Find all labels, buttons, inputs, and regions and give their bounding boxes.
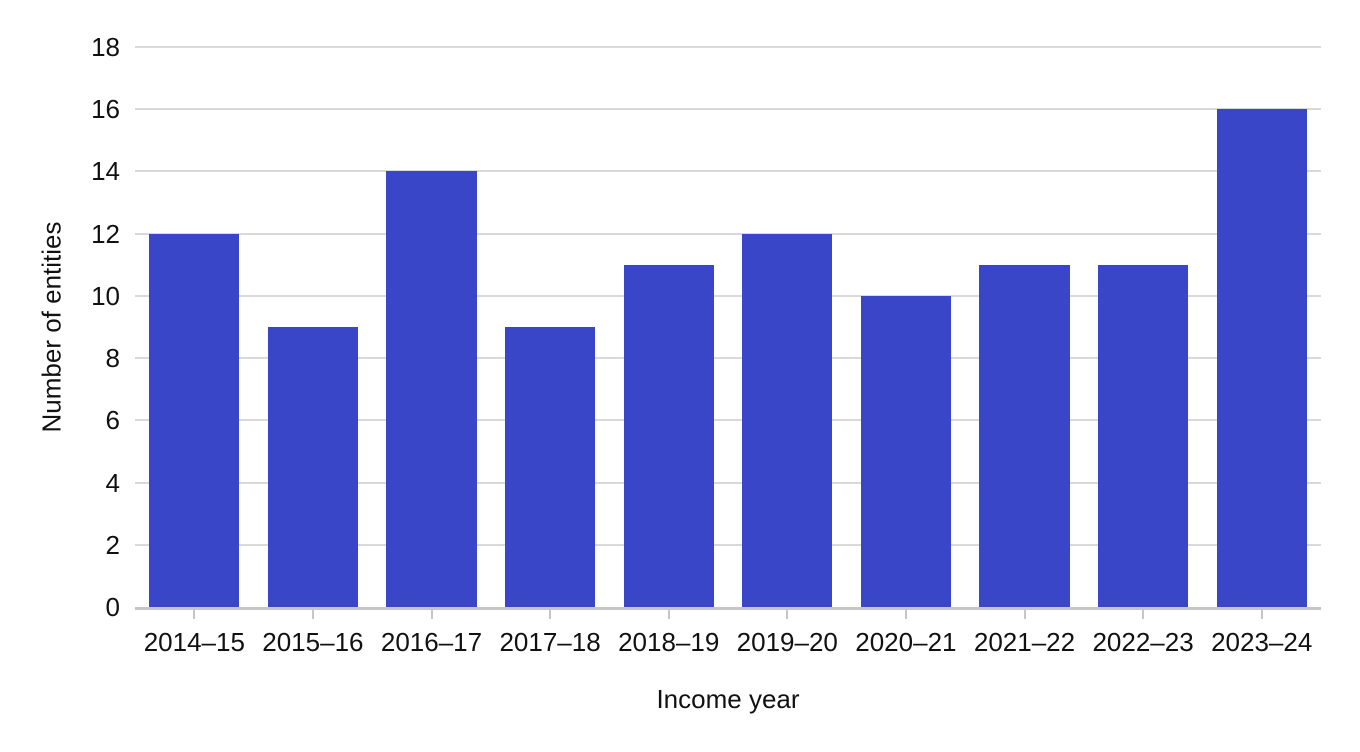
x-tick-label-2019–20: 2019–20 xyxy=(736,627,838,657)
gridline-6 xyxy=(135,419,1321,422)
x-axis-tick xyxy=(904,610,907,619)
gridline-4 xyxy=(135,481,1321,484)
y-tick-label-18: 18 xyxy=(91,32,120,62)
x-axis-tick xyxy=(193,610,196,619)
bar-2016–17 xyxy=(386,171,477,607)
x-axis-title: Income year xyxy=(656,684,800,714)
bar-2019–20 xyxy=(742,233,833,607)
x-axis-tick xyxy=(1142,610,1145,619)
gridline-14 xyxy=(135,170,1321,173)
bar-2014–15 xyxy=(149,233,240,607)
x-axis-line xyxy=(135,607,1321,610)
x-axis-tick xyxy=(1023,610,1026,619)
x-tick-label-2016–17: 2016–17 xyxy=(380,627,483,657)
plot-area xyxy=(135,46,1321,619)
x-tick-label-2018–19: 2018–19 xyxy=(618,627,720,657)
y-tick-label-2: 2 xyxy=(105,529,120,560)
x-axis-tick xyxy=(430,610,433,619)
x-tick-label-2020–21: 2020–21 xyxy=(855,627,957,657)
bar-2021–22 xyxy=(979,264,1070,607)
x-axis-tick xyxy=(667,610,670,619)
y-tick-label-12: 12 xyxy=(91,218,120,249)
x-axis-tick xyxy=(549,610,552,619)
x-tick-label-2015–16: 2015–16 xyxy=(262,627,364,657)
bar-2017–18 xyxy=(505,327,596,607)
y-tick-label-10: 10 xyxy=(91,280,120,311)
bar-2020–21 xyxy=(860,295,951,607)
x-tick-label-2021–22: 2021–22 xyxy=(973,627,1076,657)
x-axis-labels: 2014–15 2015–16 2016–17 2017–18 2018–19 2019–… xyxy=(135,627,1321,659)
gridline-12 xyxy=(135,232,1321,235)
x-axis-tick xyxy=(1260,610,1263,619)
gridline-18 xyxy=(135,46,1321,48)
bar-2023–24 xyxy=(1216,109,1307,607)
bar-2015–16 xyxy=(267,327,358,607)
gridline-16 xyxy=(135,108,1321,111)
x-tick-label-2022–23: 2022–23 xyxy=(1092,627,1194,657)
x-axis-tick xyxy=(786,610,789,619)
bar-2022–23 xyxy=(1098,264,1189,607)
y-tick-label-6: 6 xyxy=(105,405,120,436)
y-tick-label-4: 4 xyxy=(105,467,120,498)
gridline-10 xyxy=(135,294,1321,297)
y-tick-label-0: 0 xyxy=(105,592,120,622)
x-tick-label-2017–18: 2017–18 xyxy=(499,627,601,657)
bar-2018–19 xyxy=(623,264,714,607)
gridline-8 xyxy=(135,357,1321,360)
x-axis-tick xyxy=(311,610,314,619)
y-tick-label-14: 14 xyxy=(91,156,120,187)
y-axis-labels: 0 2 4 6 8 10 12 14 16 18 xyxy=(0,34,120,620)
x-tick-label-2014–15: 2014–15 xyxy=(143,627,245,657)
y-tick-label-16: 16 xyxy=(91,94,120,125)
x-tick-label-2023–24: 2023–24 xyxy=(1211,627,1313,657)
gridline-2 xyxy=(135,543,1321,546)
y-tick-label-8: 8 xyxy=(105,343,120,374)
